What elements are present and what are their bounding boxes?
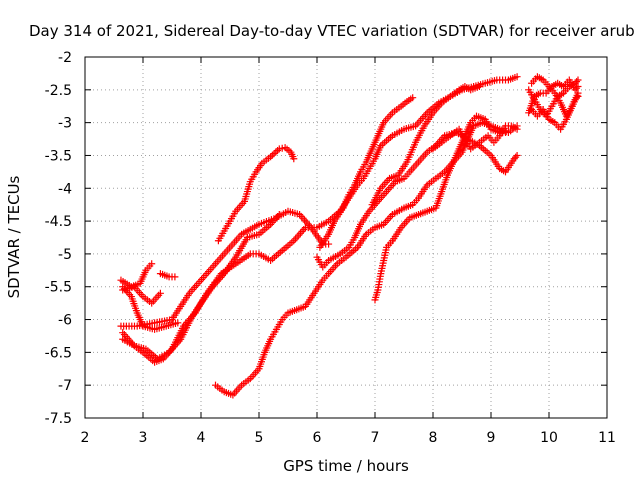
x-tick-label: 11 <box>598 430 616 446</box>
x-tick-label: 9 <box>487 430 496 446</box>
series-track-13 <box>368 83 483 209</box>
plot-frame <box>84 56 608 419</box>
data-point <box>574 83 582 91</box>
series-track-6 <box>119 73 521 366</box>
data-point <box>174 319 182 327</box>
series-track-4 <box>156 270 179 281</box>
series-track-2 <box>117 260 156 291</box>
data-point <box>409 94 417 102</box>
y-tick-label: -6.5 <box>45 345 72 361</box>
series-track-1 <box>117 207 333 330</box>
x-tick-label: 10 <box>540 430 558 446</box>
series-track-10 <box>313 128 521 271</box>
series-track-14 <box>429 122 521 153</box>
data-point <box>475 83 483 91</box>
x-tick-label: 7 <box>371 430 380 446</box>
data-point <box>275 211 283 219</box>
x-tick-label: 3 <box>139 430 148 446</box>
data-point <box>573 84 581 92</box>
data-point <box>148 260 156 268</box>
data-point <box>513 151 521 159</box>
data-point <box>171 273 179 281</box>
y-tick-label: -2 <box>58 50 72 66</box>
y-tick-labels: -2 -2.5 -3 -3.5 -4 -4.5 -5 -5.5 -6 -6.5 -7 -7.5 <box>45 50 72 427</box>
x-tick-label: 4 <box>197 430 206 446</box>
y-tick-label: -2.5 <box>45 83 72 99</box>
data-point <box>268 151 276 159</box>
y-tick-label: -7 <box>58 378 72 394</box>
series-track-7 <box>119 211 283 363</box>
data-point <box>290 155 298 163</box>
y-tick-label: -3 <box>58 116 72 132</box>
y-tick-label: -3.5 <box>45 148 72 164</box>
x-tick-label: 2 <box>81 430 90 446</box>
data-point <box>512 153 520 161</box>
data-point <box>574 89 582 97</box>
series-track-18 <box>528 73 582 120</box>
series-track-11 <box>316 94 417 251</box>
data-point <box>325 240 333 248</box>
data-point <box>270 150 278 158</box>
data-point <box>574 76 582 84</box>
data-point <box>156 289 164 297</box>
x-tick-label: 6 <box>313 430 322 446</box>
x-axis-label: GPS time / hours <box>283 457 409 475</box>
y-tick-label: -5.5 <box>45 280 72 296</box>
x-tick-label: 8 <box>429 430 438 446</box>
data-point <box>272 148 280 156</box>
y-tick-label: -6 <box>58 313 72 329</box>
data-point <box>573 78 581 86</box>
data-point <box>513 125 521 133</box>
y-tick-label: -4.5 <box>45 214 72 230</box>
data-marks <box>117 73 582 399</box>
series-track-5 <box>119 283 182 333</box>
y-tick-label: -7.5 <box>45 411 72 427</box>
x-tick-labels: 2 3 4 5 6 7 8 9 10 11 <box>81 430 616 446</box>
series-track-8 <box>214 144 298 245</box>
y-tick-label: -4 <box>58 181 72 197</box>
x-tick-label: 5 <box>255 430 264 446</box>
y-tick-label: -5 <box>58 247 72 263</box>
chart-title: Day 314 of 2021, Sidereal Day-to-day VTE… <box>29 22 635 40</box>
y-axis-label: SDTVAR / TECUs <box>5 175 23 298</box>
data-point <box>513 73 521 81</box>
